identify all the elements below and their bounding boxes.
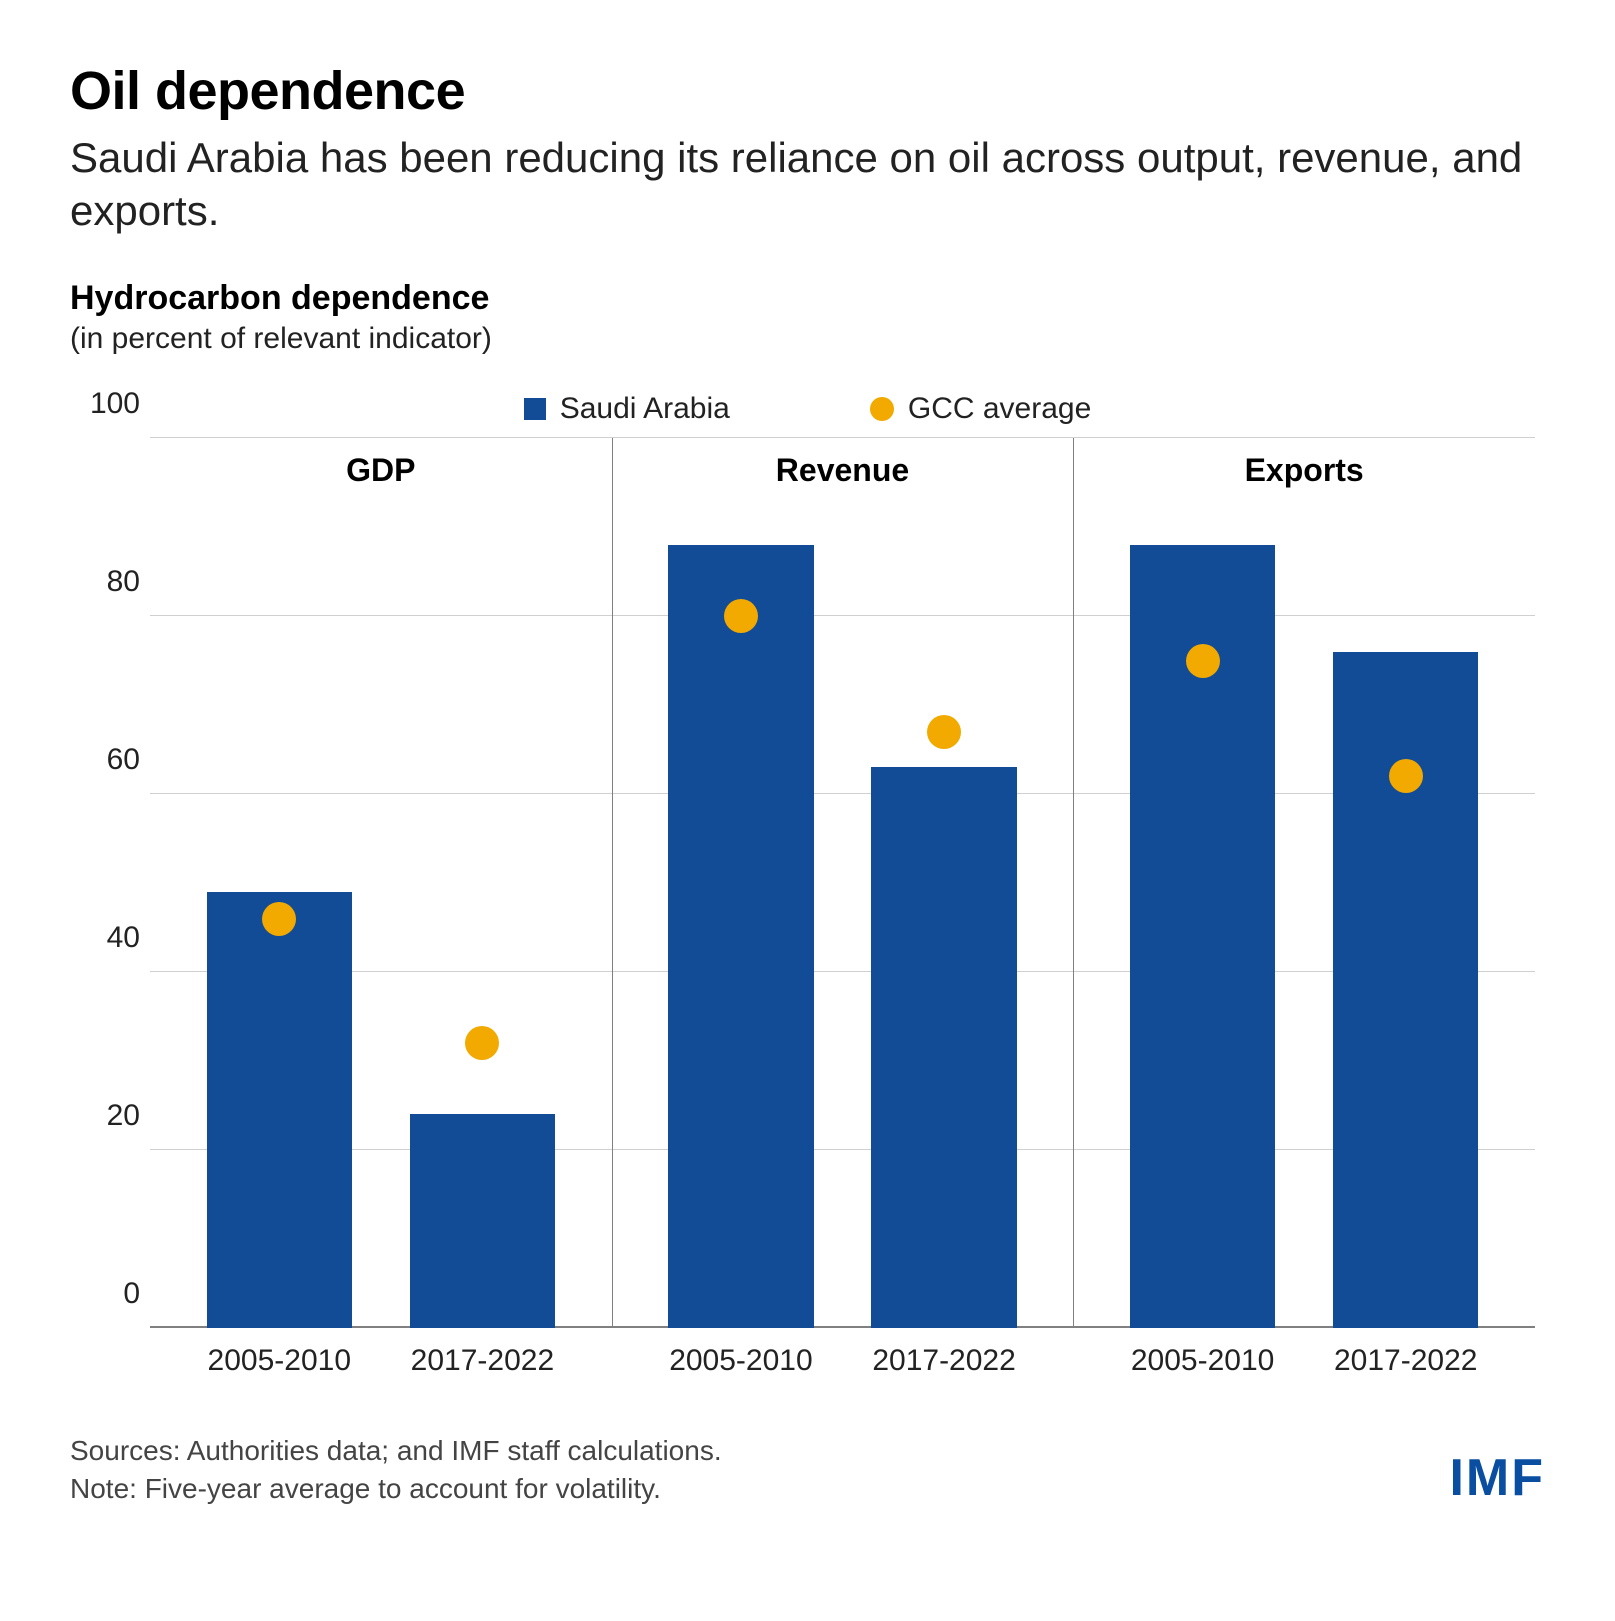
legend-bar-label: Saudi Arabia [560, 392, 730, 426]
x-tick-label: 2017-2022 [1334, 1344, 1477, 1378]
y-tick-label: 60 [80, 743, 140, 777]
y-tick-label: 40 [80, 921, 140, 955]
legend: Saudi Arabia GCC average [70, 392, 1545, 426]
gridline [150, 1149, 1535, 1150]
panel-header: Exports [1245, 452, 1364, 489]
marker-dot [724, 599, 758, 633]
y-tick-label: 20 [80, 1099, 140, 1133]
legend-item-bar: Saudi Arabia [524, 392, 730, 426]
y-tick-label: 80 [80, 565, 140, 599]
chart-title: Oil dependence [70, 60, 1545, 122]
x-tick-label: 2005-2010 [669, 1344, 812, 1378]
legend-dot-swatch [870, 397, 894, 421]
panel-separator [612, 438, 613, 1328]
marker-dot [1186, 644, 1220, 678]
bar [410, 1114, 555, 1328]
gridline [150, 793, 1535, 794]
source-text: Sources: Authorities data; and IMF staff… [70, 1432, 722, 1470]
marker-dot [465, 1026, 499, 1060]
x-tick-label: 2005-2010 [1131, 1344, 1274, 1378]
bar [668, 545, 813, 1328]
bar [207, 892, 352, 1328]
chart-area: 020406080100GDPRevenueExports 2005-20102… [150, 438, 1535, 1398]
panel-title: Hydrocarbon dependence [70, 279, 1545, 318]
chart-subtitle: Saudi Arabia has been reducing its relia… [70, 132, 1545, 237]
legend-item-dot: GCC average [870, 392, 1091, 426]
footer-notes: Sources: Authorities data; and IMF staff… [70, 1432, 722, 1508]
gridline [150, 437, 1535, 438]
y-tick-label: 100 [80, 387, 140, 421]
x-axis-labels: 2005-2010 2017-2022 2005-2010 2017-2022 2005… [150, 1328, 1535, 1398]
panel-separator [1073, 438, 1074, 1328]
bar [1333, 652, 1478, 1328]
plot-area: 020406080100GDPRevenueExports [150, 438, 1535, 1328]
x-tick-label: 2017-2022 [872, 1344, 1015, 1378]
gridline [150, 971, 1535, 972]
note-text: Note: Five-year average to account for v… [70, 1470, 722, 1508]
x-tick-label: 2017-2022 [411, 1344, 554, 1378]
marker-dot [262, 902, 296, 936]
marker-dot [927, 715, 961, 749]
x-tick-label: 2005-2010 [208, 1344, 351, 1378]
marker-dot [1389, 759, 1423, 793]
chart-footer: Sources: Authorities data; and IMF staff… [70, 1432, 1545, 1508]
legend-bar-swatch [524, 398, 546, 420]
gridline [150, 615, 1535, 616]
legend-dot-label: GCC average [908, 392, 1091, 426]
panel-header: GDP [346, 452, 415, 489]
bar [871, 767, 1016, 1328]
imf-logo: IMF [1449, 1448, 1545, 1508]
y-tick-label: 0 [80, 1277, 140, 1311]
panel-header: Revenue [776, 452, 909, 489]
panel-subtitle: (in percent of relevant indicator) [70, 322, 1545, 356]
